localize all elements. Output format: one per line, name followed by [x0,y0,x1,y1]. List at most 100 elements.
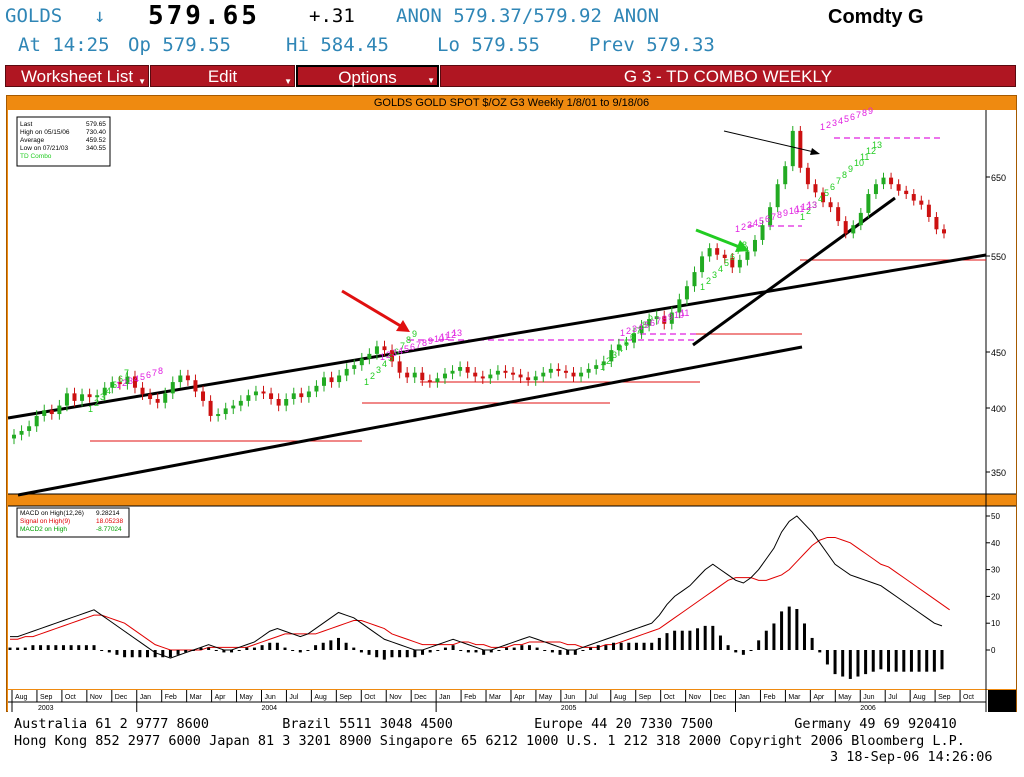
black-arrow-head-icon [810,148,820,155]
histogram-bar [726,645,730,650]
candlesticks [12,125,946,445]
candle-body [367,353,372,359]
candle-body [722,254,727,258]
td-count-green: 4 [618,344,623,354]
candle-body [798,130,803,168]
histogram-bar [520,645,524,650]
candle-body [42,410,47,416]
histogram-bar [184,650,188,653]
black-arrow-icon [723,130,815,153]
candle-body [132,376,137,388]
macd-legend-value: 9.28214 [96,510,120,517]
month-label: Dec [714,694,727,701]
td-count-magenta: 2 [122,378,127,388]
histogram-bar [382,650,386,660]
green-arrow-head-icon [735,240,749,252]
options-menu[interactable]: Options ▼ [296,65,439,87]
candle-body [594,365,599,369]
candle-body [684,286,689,300]
histogram-bar [871,650,875,672]
red-arrow-head-icon [396,320,410,332]
month-label: Jun [863,694,874,701]
year-label: 2003 [38,705,54,712]
td-count-magenta: 7 [856,110,861,120]
y-tick-label: 550 [991,252,1006,262]
td-count-green: 6 [830,182,835,192]
histogram-bar [696,628,700,650]
histogram-bar [291,650,295,651]
candle-body [253,391,258,396]
td-count-magenta: 6 [410,342,415,352]
sector-label: Comdty G [828,6,924,28]
td-count-magenta: 7 [656,316,661,326]
options-label: Options [338,68,397,87]
td-count-green: 8 [742,240,747,250]
worksheet-list-menu[interactable]: Worksheet List ▼ [5,65,149,87]
td-count-green: 9 [848,164,853,174]
td-count-green: 3 [812,200,817,210]
histogram-bar [612,642,616,650]
price-change: +.31 [309,5,355,27]
footer-contacts-1: Australia 61 2 9777 8600 Brazil 5511 304… [14,716,957,732]
histogram-bar [940,650,944,670]
histogram-bar [512,647,516,650]
candle-body [185,375,190,381]
candle-body [700,256,705,273]
candle-body [707,248,712,257]
month-label: Jul [289,694,298,701]
td-count-magenta: 2 [386,350,391,360]
histogram-bar [818,650,822,653]
td-count-green: 12 [866,146,876,156]
td-count-green: 1 [700,282,705,292]
edit-label: Edit [207,67,238,86]
month-label: May [838,694,852,701]
y-tick-label: 650 [991,173,1006,183]
stat-label: Last [20,121,32,128]
histogram-bar [23,647,27,650]
td-count-green: 4 [106,386,111,396]
month-label: Feb [464,694,476,701]
td-count-magenta: 11 [440,332,449,342]
candle-body [269,393,274,399]
td-count-green: 1 [364,377,369,387]
price-axis-panel [986,110,1016,494]
signal-line [10,536,950,651]
stat-value: 579.65 [86,121,106,128]
candle-body [563,370,568,373]
candle-body [790,130,795,167]
candle-body [125,376,130,384]
edit-menu[interactable]: Edit ▼ [150,65,295,87]
td-count-magenta: 11 [680,308,689,318]
histogram-bar [314,645,318,650]
td-count-magenta: 4 [134,374,139,384]
histogram-bar [573,650,577,655]
candle-body [488,374,493,379]
td-count-magenta: 9 [428,336,433,346]
histogram-bar [932,650,936,672]
histogram-bar [298,650,302,653]
candle-body [231,405,236,409]
stat-value: 459.52 [86,137,106,144]
histogram-bar [642,642,646,650]
histogram-bar [673,630,677,650]
td-count-green: 7 [400,341,405,351]
month-label: Mar [489,694,502,701]
stat-label: Average [20,137,44,144]
candle-body [896,184,901,191]
histogram-bar [421,650,425,655]
histogram-bar [833,650,837,675]
chart-title: GOLDS GOLD SPOT $/OZ G3 Weekly 1/8/01 to… [373,97,650,109]
td-count-magenta: 8 [777,210,782,220]
candle-body [19,430,24,435]
candle-body [579,372,584,377]
candle-body [284,399,289,406]
histogram-bar [749,650,753,651]
histogram-bar [459,650,463,651]
month-label: May [539,694,553,701]
candle-body [246,395,251,401]
histogram-bar [711,625,715,650]
histogram-bar [268,642,272,650]
month-label: Nov [689,694,702,701]
green-arrow-icon [695,228,743,250]
